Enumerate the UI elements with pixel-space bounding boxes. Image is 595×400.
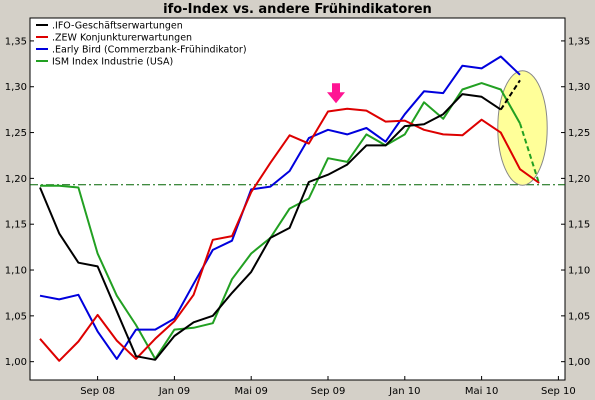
y-tick-label-left: 1,35 [5, 36, 27, 47]
x-tick-label: Mai 09 [234, 386, 267, 397]
series-forecast-3 [519, 123, 541, 185]
x-tick-label: Jan 10 [388, 386, 420, 397]
y-tick-label-left: 1,30 [5, 82, 27, 93]
legend-label: .Early Bird (Commerzbank-Frühindikator) [52, 45, 247, 56]
y-tick-label-right: 1,05 [568, 311, 590, 322]
y-tick-label-left: 1,15 [5, 220, 27, 231]
y-tick-label-left: 1,20 [5, 174, 27, 185]
y-tick-label-left: 1,00 [5, 357, 27, 368]
series-line-0 [39, 93, 502, 361]
series-line-1 [39, 107, 540, 362]
plot-area [29, 17, 566, 381]
x-tick-label: Sep 08 [80, 386, 115, 397]
y-tick-label-right: 1,30 [568, 82, 590, 93]
series-line-2 [39, 55, 521, 360]
legend-label: .ZEW Konjunkturerwartungen [52, 33, 192, 44]
legend-label: .IFO-Geschäftserwartungen [52, 21, 183, 32]
x-tick-label: Jan 09 [158, 386, 190, 397]
legend-label: ISM Index Industrie (USA) [52, 57, 173, 68]
y-tick-label-right: 1,20 [568, 174, 590, 185]
y-tick-label-right: 1,35 [568, 36, 590, 47]
x-tick-label: Sep 10 [541, 386, 576, 397]
y-tick-label-left: 1,25 [5, 128, 27, 139]
x-tick-label: Sep 09 [311, 386, 346, 397]
y-tick-label-left: 1,05 [5, 311, 27, 322]
y-tick-label-right: 1,15 [568, 220, 590, 231]
legend: .IFO-Geschäftserwartungen.ZEW Konjunktur… [36, 21, 247, 68]
series-layer [39, 55, 541, 362]
axis-layer: 1,00 1,00 1,05 1,05 1,10 1,10 1,15 1,15 1,20 1,20… [5, 36, 591, 397]
y-tick-label-right: 1,10 [568, 266, 590, 277]
highlight-layer [497, 70, 548, 186]
highlight-arrow [327, 83, 345, 104]
y-tick-label-right: 1,25 [568, 128, 590, 139]
y-tick-label-left: 1,10 [5, 266, 27, 277]
series-forecast-0 [499, 79, 521, 111]
x-tick-label: Mai 10 [465, 386, 498, 397]
y-tick-label-right: 1,00 [568, 357, 590, 368]
chart-title: ifo-Index vs. andere Frühindikatoren [163, 2, 432, 17]
highlight-ellipse [497, 70, 548, 186]
